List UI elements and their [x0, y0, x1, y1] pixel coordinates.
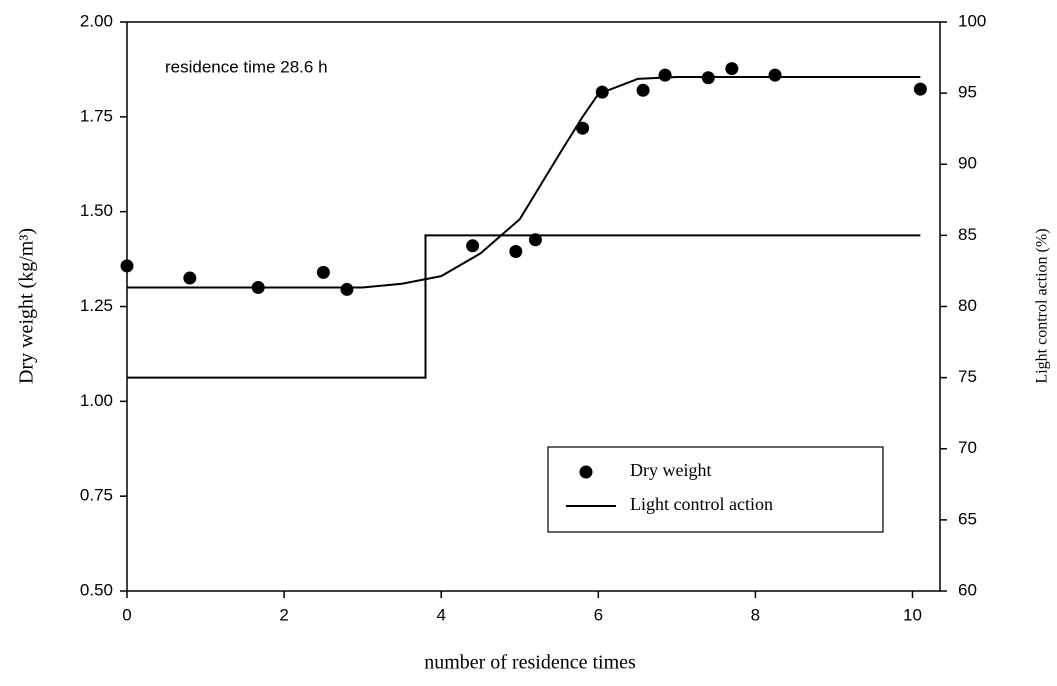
data-point	[725, 62, 739, 76]
x-axis-label: number of residence times	[424, 652, 636, 674]
data-point	[658, 68, 672, 82]
x-tick-label: 10	[903, 605, 922, 624]
y2-tick-label: 80	[958, 296, 977, 315]
y-axis-label: Dry weight (kg/m³)	[16, 228, 38, 384]
y-tick-label: 0.50	[80, 580, 113, 599]
data-line	[127, 234, 921, 379]
legend-marker	[579, 465, 593, 479]
y-tick-label: 1.50	[80, 201, 113, 220]
x-tick-label: 4	[436, 605, 445, 624]
y2-tick-label: 70	[958, 438, 977, 457]
y2-tick-label: 90	[958, 154, 977, 173]
data-point	[913, 82, 927, 96]
data-point	[576, 121, 590, 135]
y2-axis-label: Light control action (%)	[1034, 228, 1051, 383]
x-tick-label: 2	[279, 605, 288, 624]
annotation: residence time 28.6 h	[165, 57, 328, 76]
y2-tick-label: 100	[958, 11, 986, 30]
legend-label: Light control action	[630, 494, 773, 514]
data-point	[768, 68, 782, 82]
legend-label: Dry weight	[630, 460, 711, 480]
y2-tick-label: 95	[958, 83, 977, 102]
y-tick-label: 2.00	[80, 11, 113, 30]
data-point	[466, 239, 480, 253]
y-tick-label: 1.00	[80, 391, 113, 410]
data-point	[183, 271, 197, 285]
legend-box	[547, 446, 884, 533]
data-point	[528, 233, 542, 247]
x-tick-label: 0	[122, 605, 131, 624]
y2-tick-label: 60	[958, 580, 977, 599]
data-point	[316, 265, 330, 279]
y-tick-label: 1.25	[80, 296, 113, 315]
y-tick-label: 0.75	[80, 486, 113, 505]
data-line	[127, 76, 921, 289]
y2-tick-label: 85	[958, 225, 977, 244]
data-point	[509, 244, 523, 258]
x-tick-label: 8	[751, 605, 760, 624]
y2-tick-label: 65	[958, 509, 977, 528]
y-tick-label: 1.75	[80, 106, 113, 125]
data-point	[340, 282, 354, 296]
x-tick-label: 6	[594, 605, 603, 624]
y2-tick-label: 75	[958, 367, 977, 386]
data-point	[636, 83, 650, 97]
data-point	[120, 259, 134, 273]
